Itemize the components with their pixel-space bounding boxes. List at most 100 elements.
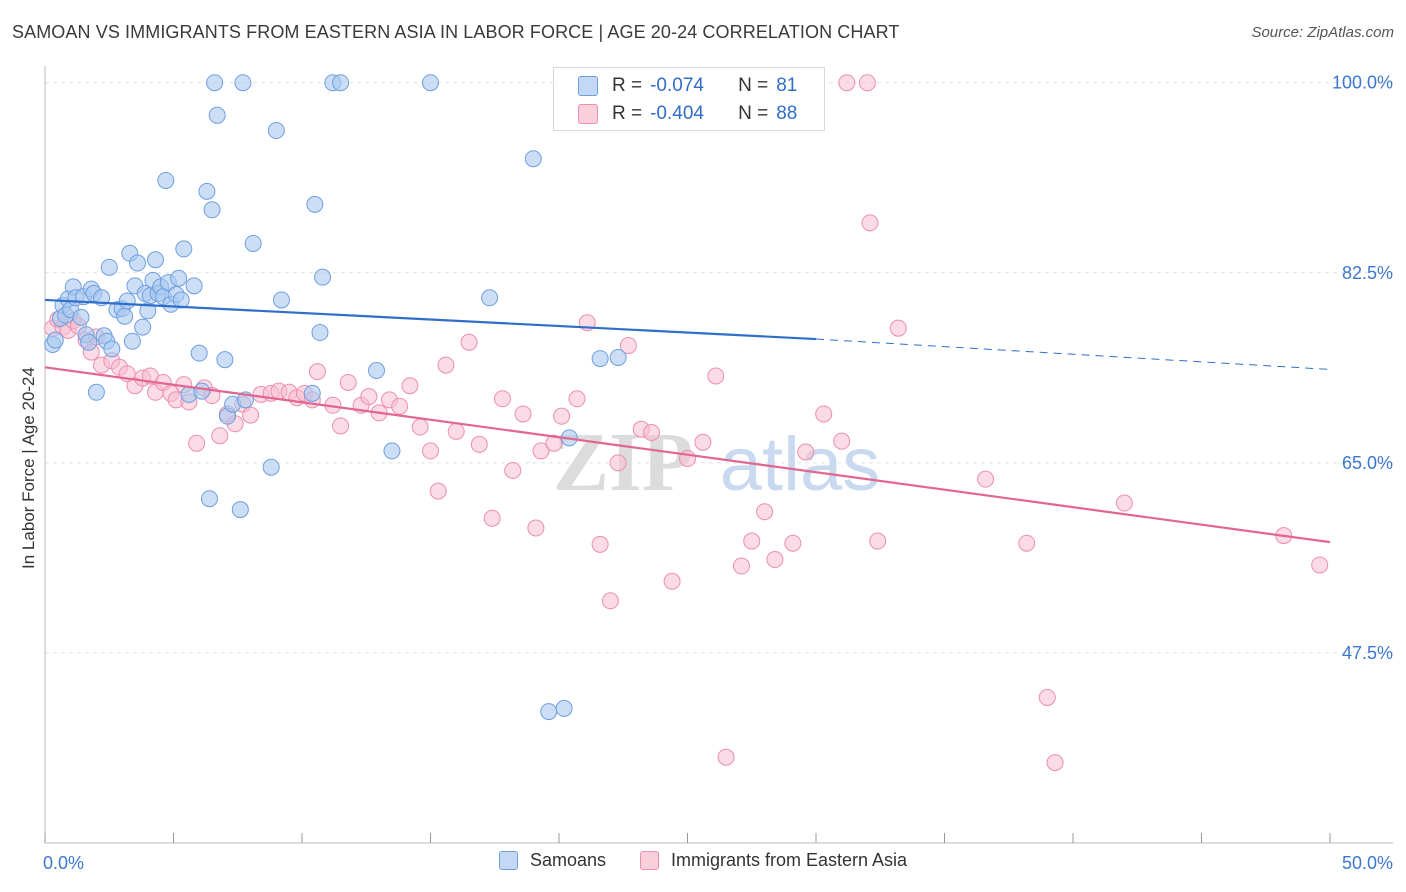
x-tick-label: 50.0%: [1342, 853, 1393, 873]
immigrants-point: [242, 406, 260, 424]
axes: [44, 66, 1393, 844]
x-tick-labels: 0.0% 50.0%: [43, 853, 1393, 873]
samoans-point: [129, 254, 147, 272]
samoans-point: [524, 150, 542, 168]
immigrants-point: [470, 435, 488, 453]
immigrants-point: [591, 535, 609, 553]
samoans-point: [157, 171, 175, 189]
legend-item-samoans: Samoans: [498, 850, 606, 871]
immigrants-point: [553, 407, 571, 425]
immigrants-point: [360, 388, 378, 406]
samoans-r-value: -0.074: [650, 75, 704, 96]
samoans-points: [44, 74, 627, 721]
legend-n-label: N =: [738, 75, 769, 96]
samoans-point: [193, 382, 211, 400]
series-legend: Samoans Immigrants from Eastern Asia: [0, 850, 1406, 871]
immigrants-point: [1038, 688, 1056, 706]
samoans-point: [422, 74, 439, 92]
samoans-point: [123, 332, 141, 350]
samoans-point: [244, 234, 262, 252]
y-tick-label: 47.5%: [1342, 643, 1393, 663]
watermark-atlas: atlas: [720, 422, 881, 507]
immigrants-point: [1018, 534, 1036, 552]
legend-item-immigrants: Immigrants from Eastern Asia: [639, 850, 908, 871]
y-tick-label: 82.5%: [1342, 263, 1393, 283]
samoans-point: [216, 351, 234, 369]
samoans-point: [332, 74, 350, 92]
samoans-point: [272, 291, 290, 309]
immigrants-point: [308, 363, 326, 381]
legend-n-label: N =: [738, 103, 769, 124]
samoans-point: [80, 333, 98, 351]
immigrants-point: [493, 390, 511, 408]
immigrants-legend-swatch: [639, 851, 659, 870]
samoans-point: [314, 268, 332, 286]
immigrants-point: [784, 534, 802, 552]
immigrants-point: [707, 367, 725, 385]
samoans-point: [190, 344, 208, 362]
immigrants-point: [743, 532, 761, 550]
samoans-point: [147, 251, 165, 269]
legend-r-label: R =: [612, 103, 643, 124]
legend-row-immigrants: R = -0.404 N = 88: [578, 100, 797, 128]
samoans-legend-swatch: [498, 851, 518, 870]
samoans-point: [267, 122, 285, 140]
samoans-trend-extension: [815, 338, 1331, 370]
samoans-point: [170, 269, 188, 287]
samoans-point: [555, 699, 573, 717]
immigrants-point: [391, 397, 409, 415]
immigrants-point: [609, 454, 627, 472]
samoans-point: [311, 324, 329, 342]
samoans-point: [87, 383, 105, 401]
immigrants-point: [411, 418, 429, 436]
samoans-point: [200, 490, 218, 508]
immigrants-trend-line: [44, 366, 1331, 544]
immigrants-point: [437, 356, 455, 374]
samoans-point: [591, 350, 609, 368]
samoans-point: [134, 318, 152, 336]
samoans-point: [103, 340, 121, 358]
correlation-legend: R = -0.074 N = 81 R = -0.404 N = 88: [553, 67, 825, 131]
immigrants-point: [838, 74, 856, 92]
immigrants-point: [1046, 754, 1064, 772]
immigrants-point: [869, 532, 887, 550]
samoans-point: [383, 442, 401, 460]
immigrants-point: [460, 333, 478, 351]
immigrants-point: [483, 509, 501, 527]
immigrants-legend-label: Immigrants from Eastern Asia: [670, 850, 908, 870]
samoans-point: [262, 458, 280, 476]
samoans-point: [234, 74, 252, 92]
immigrants-point: [797, 443, 815, 461]
samoans-point: [72, 308, 90, 326]
samoans-point: [306, 195, 324, 213]
immigrants-point: [732, 557, 750, 575]
immigrants-point: [527, 519, 545, 537]
samoans-point: [46, 331, 64, 349]
samoans-point: [185, 277, 203, 295]
immigrants-point: [429, 482, 447, 500]
immigrants-point: [532, 442, 550, 460]
immigrants-point: [514, 405, 532, 423]
immigrants-point: [889, 319, 907, 337]
samoans-trend-line: [44, 298, 817, 341]
immigrants-point: [211, 427, 229, 445]
chart-title: SAMOAN VS IMMIGRANTS FROM EASTERN ASIA I…: [12, 22, 900, 42]
samoans-legend-label: Samoans: [529, 850, 606, 870]
samoans-point: [175, 240, 193, 258]
immigrants-point: [601, 592, 619, 610]
immigrants-point: [339, 373, 357, 391]
immigrants-point: [568, 390, 586, 408]
samoans-point: [116, 307, 134, 325]
immigrants-point: [422, 442, 439, 460]
immigrants-point: [756, 503, 774, 521]
immigrants-point: [977, 470, 995, 488]
y-tick-label: 65.0%: [1342, 453, 1393, 473]
immigrants-r-value: -0.404: [650, 103, 704, 124]
immigrants-point: [504, 461, 522, 479]
immigrants-point: [188, 434, 206, 452]
y-tick-label: 100.0%: [1332, 73, 1393, 93]
samoans-point: [368, 362, 386, 380]
immigrants-point: [717, 748, 735, 766]
samoans-point: [206, 74, 224, 92]
immigrants-point: [858, 74, 876, 92]
